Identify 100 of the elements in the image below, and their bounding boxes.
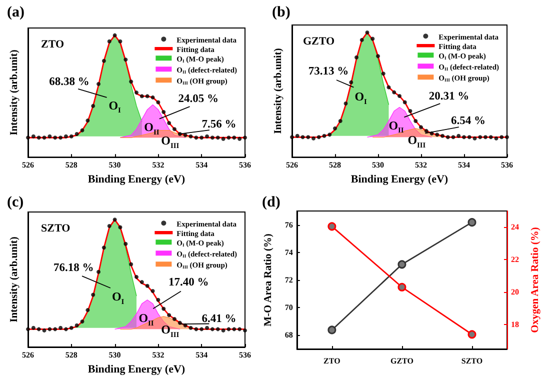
y-axis-title: M-O Area Ratio (%) [263,233,274,326]
x-tick-label: 528 [65,160,78,170]
point [435,132,440,137]
x-tick-label: 536 [501,160,513,170]
x-tick-label: SZTO [461,356,483,366]
point [494,136,498,140]
point [419,125,423,130]
point [210,136,214,140]
point [398,260,406,269]
x-tick-label: 532 [152,350,164,360]
chart-title: (a) [7,4,24,20]
point [31,326,36,330]
point [328,222,336,231]
x-tick-label: 534 [458,160,470,170]
point [188,134,193,138]
point [402,100,407,104]
point [156,298,160,302]
chart-subtitle: ZTO [41,38,64,50]
y-axis-title: Intensity (arb.unit) [9,236,20,322]
point [64,327,68,332]
point [398,282,406,292]
point [167,313,172,318]
point [26,327,30,332]
point [48,134,52,138]
point [167,121,172,125]
point [243,136,247,140]
point [162,110,166,114]
point [328,326,336,334]
point [468,330,476,339]
point [162,306,166,311]
point [472,136,477,140]
y-axis-title: Intensity (arb.unit) [273,48,284,134]
point [451,135,456,140]
point [243,328,247,332]
x-tick-label: ZTO [324,356,340,366]
point [221,136,226,141]
annotation: 24.05 % [178,92,218,105]
point [414,118,418,123]
point [183,133,188,138]
point [238,327,242,332]
point [194,136,198,140]
y-tick-label: 72 [284,276,293,284]
point [295,134,300,138]
point [468,218,476,227]
x-axis-title: Binding Energy (eV) [88,174,186,186]
point [232,136,236,140]
y-tick-label: 68 [284,330,293,340]
point [53,327,58,332]
point [58,326,63,330]
point [488,135,493,140]
x-tick-label: 526 [22,160,34,170]
x-axis-title: Binding Energy (eV) [350,174,448,186]
y2-axis-title: Oxygen Area Ratio (%) [530,226,541,333]
point [31,134,36,138]
point [48,327,52,332]
point [194,327,198,332]
point [42,328,46,332]
x-tick-label: 536 [239,350,251,360]
point [440,134,444,138]
point [500,135,504,140]
point [140,280,144,284]
point [424,128,428,133]
point [36,136,41,140]
point [53,136,58,140]
x-tick-label: 530 [372,160,384,170]
point [210,327,214,332]
x-tick-label: GZTO [390,356,414,366]
point [312,136,316,140]
point [36,327,41,332]
point [290,135,294,140]
point [226,136,231,140]
point [467,135,472,140]
x-tick-label: 530 [108,160,121,170]
point [446,135,450,140]
point [216,136,220,140]
point [306,135,310,140]
point [205,326,210,330]
chart-title: (d) [262,194,280,210]
point [300,135,305,140]
x-tick-label: 528 [65,350,78,360]
point [42,136,46,140]
point [462,135,466,140]
y2-tick-label: 24 [511,222,519,232]
y-tick-label: 76 [284,220,293,230]
point [188,326,193,330]
point [205,134,210,138]
point [478,135,482,140]
point [484,135,488,140]
point [145,284,150,288]
point [172,127,176,132]
point [150,95,155,100]
x-axis-title: Binding Energy (eV) [88,363,186,376]
point [156,100,160,104]
point [505,135,509,140]
point [232,327,236,332]
annotation: 7.56 % [202,118,236,130]
point [238,136,242,141]
y-tick-label: 70 [284,303,293,312]
point [26,136,30,140]
point [221,328,226,332]
